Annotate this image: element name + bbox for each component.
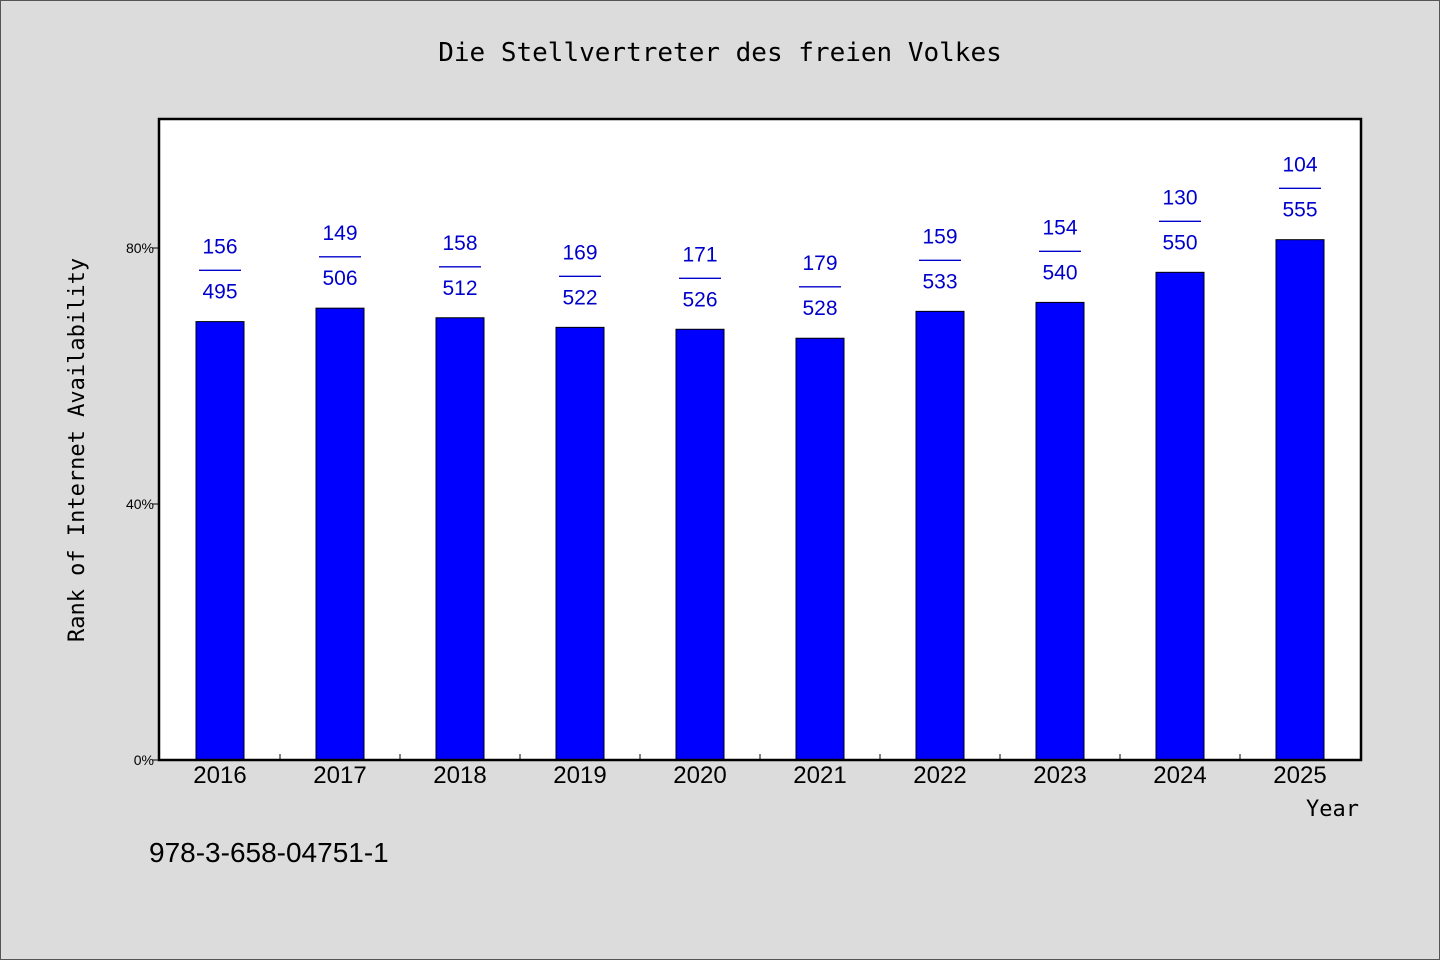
data-label-total: 522 <box>562 286 597 309</box>
data-label-rank: 179 <box>802 252 837 275</box>
y-tick-label: 40% <box>126 496 154 512</box>
x-axis-label: Year <box>1306 797 1359 822</box>
x-tick-label: 2025 <box>1273 762 1326 789</box>
bar <box>675 328 725 761</box>
data-label-separator: —— <box>919 247 961 270</box>
data-label-total: 550 <box>1162 231 1197 254</box>
data-label-rank: 159 <box>922 225 957 248</box>
x-tick-label: 2019 <box>553 762 606 789</box>
data-label-total: 555 <box>1282 199 1317 222</box>
data-label-separator: —— <box>1279 176 1321 199</box>
isbn-text: 978-3-658-04751-1 <box>149 837 389 868</box>
data-label-separator: —— <box>679 265 721 288</box>
bar <box>1155 271 1205 761</box>
data-label-rank: 149 <box>322 222 357 245</box>
data-label-group: 156——495149——506158——512169——522171——526… <box>199 154 1321 321</box>
x-tick-label: 2018 <box>433 762 486 789</box>
data-label-rank: 104 <box>1282 154 1317 177</box>
data-label-total: 540 <box>1042 261 1077 284</box>
data-label-separator: —— <box>199 258 241 281</box>
y-axis: 0% 40% 80% <box>126 240 160 768</box>
data-label-separator: —— <box>439 254 481 277</box>
y-tick-label: 80% <box>126 240 154 256</box>
data-label-rank: 158 <box>442 232 477 255</box>
x-tick-label: 2024 <box>1153 762 1206 789</box>
data-label-total: 506 <box>322 267 357 290</box>
data-label-separator: —— <box>799 274 841 297</box>
x-tick-label: 2022 <box>913 762 966 789</box>
bar-group <box>195 239 1325 761</box>
x-tick-label: 2016 <box>193 762 246 789</box>
bar <box>915 310 965 761</box>
chart-title: Die Stellvertreter des freien Volkes <box>438 38 1002 68</box>
y-axis-label: Rank of Internet Availability <box>65 258 90 642</box>
data-label-separator: —— <box>559 263 601 286</box>
x-tick-label: 2021 <box>793 762 846 789</box>
data-label-rank: 154 <box>1042 216 1077 239</box>
data-label-rank: 169 <box>562 241 597 264</box>
bar <box>315 307 365 761</box>
x-tick-label: 2020 <box>673 762 726 789</box>
data-label-rank: 171 <box>682 243 717 266</box>
data-label-separator: —— <box>1159 208 1201 231</box>
data-label-separator: —— <box>1039 238 1081 261</box>
x-tick-label: 2023 <box>1033 762 1086 789</box>
data-label-total: 533 <box>922 270 957 293</box>
bar <box>1275 239 1325 761</box>
bar <box>795 337 845 761</box>
data-label-total: 512 <box>442 277 477 300</box>
data-label-separator: —— <box>319 244 361 267</box>
data-label-total: 528 <box>802 297 837 320</box>
bar <box>555 326 605 761</box>
data-label-rank: 130 <box>1162 186 1197 209</box>
data-label-total: 526 <box>682 288 717 311</box>
y-tick-label: 0% <box>134 752 154 768</box>
x-tick-label: 2017 <box>313 762 366 789</box>
data-label-rank: 156 <box>202 236 237 259</box>
bar <box>195 321 245 761</box>
x-axis: 2016 2017 2018 2019 2020 2021 2022 2023 2024 2025 <box>193 754 1327 789</box>
bar <box>1035 301 1085 761</box>
data-label-total: 495 <box>202 281 237 304</box>
bar <box>435 317 485 761</box>
